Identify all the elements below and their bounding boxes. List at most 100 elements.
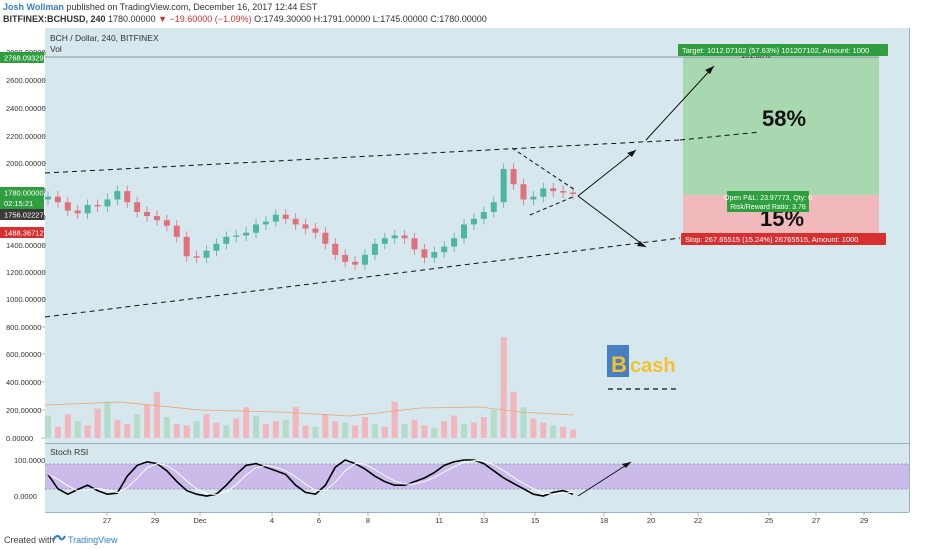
svg-text:1756.02227: 1756.02227 [4,211,44,220]
volume-bar [292,407,299,438]
channel-lower [44,237,681,318]
candle-body [262,221,269,225]
candle-body [253,224,260,233]
y-tick-label: 1200.00000 [6,268,46,277]
candle-body [84,204,91,214]
y-tick-label: 1400.00000 [6,241,46,250]
candle-body [411,238,418,250]
volume-bar [361,417,368,438]
candle-body [352,261,359,265]
candle-body [530,196,537,200]
candle-body [371,243,378,255]
symbol-text[interactable]: BITFINEX:BCHUSD, 240 [3,14,106,24]
candle-body [64,202,71,211]
volume-bar [570,429,576,438]
volume-bar [243,407,250,438]
author-name[interactable]: Josh Wollman [3,2,64,12]
candles [45,163,576,271]
volume-bar [391,401,398,438]
volume-bar [233,418,240,438]
candle-body [490,202,497,212]
volume-bar [54,426,61,438]
volume-bar [104,401,111,438]
bcash-text: cash [630,355,676,377]
candle-body [540,188,547,197]
candle-body [193,256,200,258]
x-axis-ticks: 27 29 Dec 4 6 8 11 13 15 18 20 22 25 27 29 [103,512,868,525]
x-tick-label: 18 [600,516,608,525]
chart-title: BCH / Dollar, 240, BITFINEX [50,33,159,43]
y-tick-label: 800.00000 [6,323,41,332]
svg-text:1780.00000: 1780.00000 [4,189,44,198]
volume-bar [134,414,141,438]
volume-bar [530,418,537,438]
candle-body [292,218,299,225]
y-tick-label: 2200.00000 [6,132,46,141]
stoch-tick-label: 0.0000 [14,492,37,501]
stoch-band [45,464,909,489]
x-tick-label: 29 [151,516,159,525]
candle-body [94,204,101,207]
pnl-box [727,191,809,212]
volume-bar [322,414,329,438]
volume-bar [74,421,81,438]
candle-body [500,168,507,203]
volume-bar [352,425,359,438]
x-tick-label: 11 [435,516,443,525]
channel-upper [44,139,681,174]
candle-body [332,243,339,255]
target-label-box [678,44,888,56]
x-tick-label: 8 [366,516,370,525]
volume-bar [64,414,71,438]
volume-bar [203,414,210,438]
stoch-label: Stoch RSI [50,447,88,457]
y-tick-label: 400.00000 [6,378,41,387]
x-tick-label: 15 [531,516,539,525]
volume-bar [441,421,448,438]
volume-bar [282,419,289,438]
volume-bar [470,422,477,438]
svg-text:2768.09329: 2768.09329 [4,54,44,63]
x-tick-label: 25 [765,516,773,525]
volume-bar [45,415,51,438]
candle-body [282,214,289,219]
candle-body [451,238,458,247]
pnl-line2: Risk/Reward Ratio: 3.78 [730,204,806,211]
candle-body [272,214,279,222]
y-tick-label: 0.00000 [6,434,33,443]
candle-body [441,246,448,253]
candle-body [233,235,240,237]
volume-bar [411,419,418,438]
pct-up-label: 58% [762,106,806,131]
x-tick-label: 27 [812,516,820,525]
x-tick-label: 13 [480,516,488,525]
volume-bar [381,426,388,438]
volume-bar [371,424,378,438]
candle-body [54,196,61,203]
candle-body [243,232,250,236]
y-tick-label: 600.00000 [6,350,41,359]
volume-bar [183,425,190,438]
volume-bar [153,391,160,438]
candle-body [223,236,230,244]
volume-bar [114,419,121,438]
volume-bar [500,337,507,438]
last-price: 1780.00000 [108,14,156,24]
candle-body [391,235,398,239]
volume-bars [45,337,576,438]
x-tick-label: 20 [647,516,655,525]
triangle-top [511,147,576,191]
tradingview-link[interactable]: TradingView [68,535,118,545]
y-tick-label: 1000.00000 [6,295,46,304]
candle-body [302,224,309,229]
volume-bar [342,422,349,438]
candle-body [45,196,51,200]
footer: Created with TradingView [0,530,932,550]
price-change: ▼ −19.60000 (−1.09%) [158,14,252,24]
tradingview-logo-icon[interactable] [52,533,66,545]
volume-bar [223,425,230,438]
y-axis-ticks: 2800.000002600.000002400.000002200.00000… [6,48,46,501]
x-tick-label: Dec [193,516,207,525]
chart-area[interactable]: 2800.000002600.000002400.000002200.00000… [0,0,932,530]
candle-body [203,250,210,258]
